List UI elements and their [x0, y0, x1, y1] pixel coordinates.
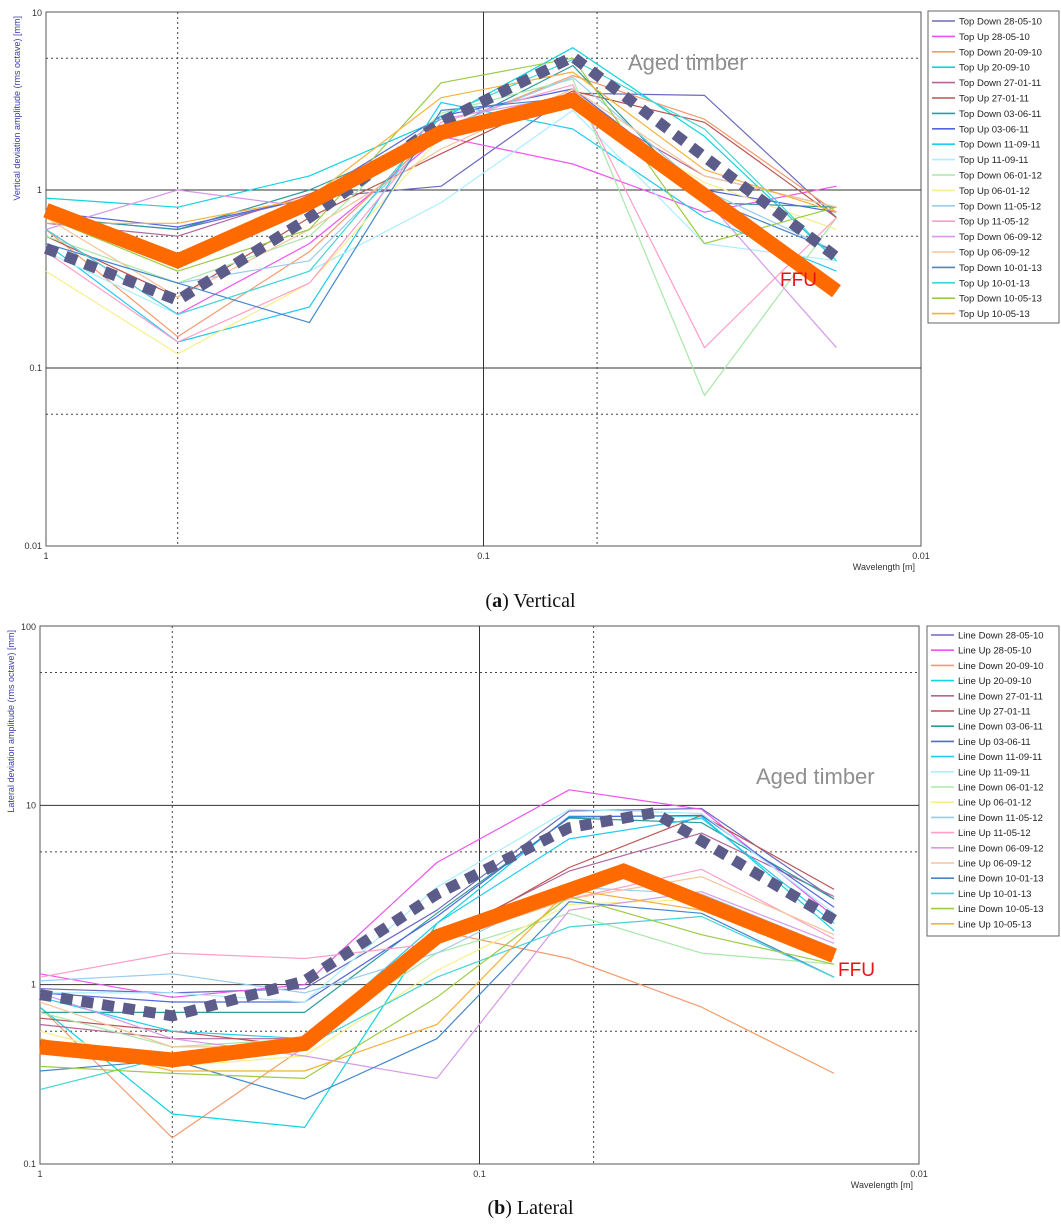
legend-item: Line Up 28-05-10: [958, 646, 1031, 657]
legend-item: Top Up 27-01-11: [959, 94, 1029, 105]
legend-item: Line Up 20-09-10: [958, 676, 1031, 687]
legend-item: Top Down 28-05-10: [959, 17, 1042, 28]
legend-item: Top Down 27-01-11: [959, 78, 1041, 89]
legend-item: Line Down 11-05-12: [958, 813, 1043, 824]
x-tick-label: 1: [37, 1169, 42, 1179]
caption-a: (a) Vertical: [485, 590, 576, 612]
legend-item: Top Down 06-09-12: [959, 232, 1042, 243]
series-line-14: [45, 84, 837, 349]
legend-item: Line Down 10-05-13: [958, 904, 1044, 915]
legend-item: Line Down 06-09-12: [958, 843, 1044, 854]
series-line-16: [45, 88, 837, 298]
legend-item: Top Up 20-09-10: [959, 63, 1030, 74]
y-tick-label: 0.01: [24, 541, 42, 551]
series-line-19: [45, 57, 837, 272]
series-line-20: [46, 71, 837, 224]
legend-item: Line Down 10-01-13: [958, 874, 1044, 885]
legend-item: Line Up 11-05-12: [958, 828, 1031, 839]
series-line-2: [39, 789, 835, 998]
ffu-line: [39, 863, 837, 1068]
legend-item: Line Up 11-09-11: [958, 767, 1030, 778]
caption-a-letter: a: [492, 590, 503, 612]
y-tick-label: 10: [26, 800, 36, 810]
legend-item: Line Down 27-01-11: [958, 691, 1043, 702]
legend-item: Line Up 06-09-12: [958, 859, 1031, 870]
legend-item: Line Down 03-06-11: [958, 722, 1043, 733]
legend: Top Down 28-05-10 Top Up 28-05-10 Top Down…: [927, 10, 1060, 324]
legend-item: Top Up 28-05-10: [959, 32, 1030, 43]
x-tick-label: 0.1: [473, 1169, 486, 1179]
legend-item: Line Down 11-09-11: [958, 752, 1042, 763]
series-line-18: [45, 58, 837, 315]
x-axis-label: Wavelength [m]: [851, 1180, 913, 1190]
x-tick-label: 0.1: [477, 551, 490, 561]
series-line-10: [40, 808, 835, 1003]
legend-item: Top Down 11-09-11: [959, 140, 1041, 151]
caption-a-text: Vertical: [513, 590, 576, 612]
y-tick-label: 100: [21, 622, 36, 632]
aged-timber-annotation: Aged timber: [756, 764, 875, 789]
legend-item: Top Down 11-05-12: [959, 201, 1041, 212]
legend-item: Top Up 10-01-13: [959, 278, 1030, 289]
legend-item: Top Down 10-01-13: [959, 263, 1042, 274]
ffu-annotation: FFU: [780, 270, 817, 291]
legend-item: Line Down 20-09-10: [958, 661, 1044, 672]
legend-box: [927, 10, 1060, 324]
series-line-15: [39, 891, 835, 1080]
y-tick-label: 10: [32, 8, 42, 18]
x-tick-label: 0.01: [912, 551, 930, 561]
y-tick-label: 0.1: [23, 1159, 36, 1169]
aged-timber-annotation: Aged timber: [628, 50, 747, 75]
series-line-19: [39, 895, 835, 1080]
y-tick-label: 1: [31, 980, 36, 990]
series-line-9: [39, 817, 835, 1040]
legend-item: Top Up 10-05-13: [959, 309, 1030, 320]
legend-item: Top Down 03-06-11: [959, 109, 1041, 120]
legend-item: Top Up 06-01-12: [959, 186, 1030, 197]
ffu-annotation: FFU: [838, 960, 875, 981]
legend-item: Line Down 06-01-12: [958, 783, 1044, 794]
x-tick-label: 0.01: [910, 1169, 928, 1179]
y-tick-label: 1: [37, 185, 42, 195]
caption-b: (b) Lateral: [487, 1197, 574, 1219]
x-axis-label: Wavelength [m]: [853, 562, 915, 572]
y-axis-label: Vertical deviation amplitude (rms octave…: [12, 16, 22, 201]
legend-item: Top Up 11-09-11: [959, 155, 1028, 166]
legend-item: Line Up 10-01-13: [958, 889, 1031, 900]
legend: Line Down 28-05-10 Line Up 28-05-10 Line D…: [926, 625, 1060, 937]
caption-b-letter: b: [494, 1197, 506, 1219]
legend-item: Top Up 06-09-12: [959, 248, 1030, 259]
ffu-line: [43, 91, 841, 298]
caption-b-text: Lateral: [516, 1197, 574, 1219]
legend-item: Top Down 10-05-13: [959, 294, 1042, 305]
legend-item: Top Up 11-05-12: [959, 217, 1029, 228]
legend-item: Top Down 06-01-12: [959, 171, 1042, 182]
legend-item: Line Up 27-01-11: [958, 707, 1031, 718]
y-tick-label: 0.1: [29, 363, 42, 373]
legend-item: Line Up 10-05-13: [958, 919, 1031, 930]
legend-box: [926, 625, 1060, 937]
series-line-13: [39, 886, 835, 994]
aged-timber-line: [39, 806, 837, 1022]
legend-item: Top Down 20-09-10: [959, 47, 1042, 58]
legend-item: Line Down 28-05-10: [958, 631, 1044, 642]
x-tick-label: 1: [43, 551, 48, 561]
legend-item: Top Up 03-06-11: [959, 124, 1029, 135]
legend-item: Line Up 03-06-11: [958, 737, 1031, 748]
series-line-8: [39, 814, 835, 1003]
y-axis-label: Lateral deviation amplitude (rms octave)…: [6, 630, 16, 813]
legend-item: Line Up 06-01-12: [958, 798, 1031, 809]
